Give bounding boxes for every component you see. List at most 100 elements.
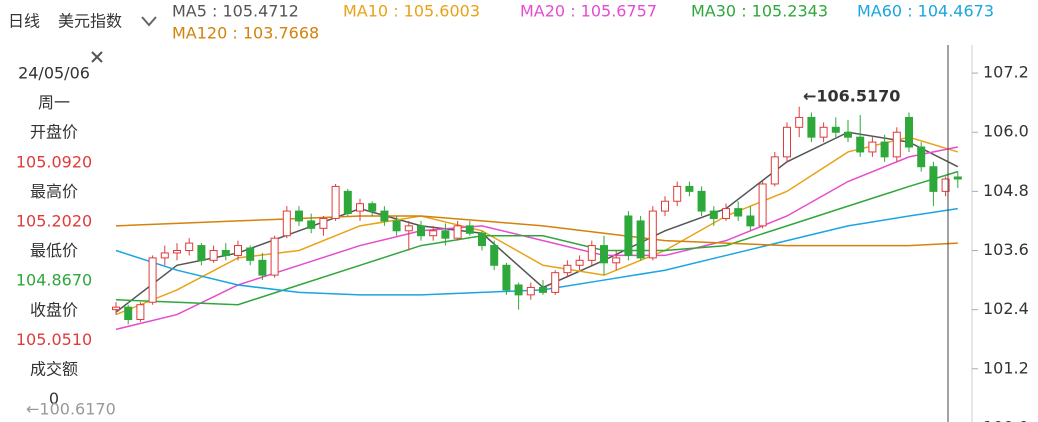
candle-body: [136, 304, 145, 320]
candle-body: [783, 126, 791, 158]
candle-body: [563, 264, 572, 274]
candle-body: [892, 131, 901, 158]
ma-label: MA60 : 104.4673: [857, 2, 994, 21]
candle-body: [221, 250, 230, 256]
candle-body: [234, 245, 242, 256]
candle-body: [441, 230, 450, 239]
candle-body: [600, 245, 608, 264]
candle-body: [112, 306, 120, 311]
candle-body: [148, 257, 157, 303]
candle-body: [819, 126, 828, 138]
candle-body: [575, 259, 584, 266]
y-tick-label: 104.8: [983, 181, 1029, 200]
candle-body: [282, 210, 291, 237]
candle-body: [917, 146, 926, 168]
candle-body: [624, 215, 633, 256]
ma-line: [115, 170, 959, 306]
plot: [112, 106, 962, 331]
candle-body: [173, 250, 181, 254]
panel-value: 105.0510: [16, 330, 92, 349]
candle-body: [392, 220, 401, 232]
info-panel: [0, 45, 110, 422]
y-tick-label: 102.4: [983, 299, 1029, 318]
candle-body: [539, 286, 547, 293]
candle-body: [709, 210, 718, 219]
candle-body: [478, 232, 486, 247]
panel-label: 成交额: [30, 360, 78, 379]
candle-body: [319, 217, 328, 229]
candle-body: [831, 126, 840, 133]
candle-body: [697, 190, 706, 212]
y-tick-label: 107.2: [983, 63, 1029, 82]
candle-body: [197, 245, 206, 261]
candle-body: [417, 225, 425, 237]
ma-line: [115, 215, 958, 247]
instrument: 美元指数: [58, 12, 122, 31]
candle-body: [673, 185, 682, 202]
candle-body: [612, 257, 621, 264]
panel-value: 104.8670: [16, 271, 92, 290]
low-annotation: ←100.6170: [26, 400, 116, 419]
candle-body: [746, 215, 755, 227]
candle-body: [307, 220, 316, 229]
candle-body: [758, 183, 767, 227]
candle-body: [356, 203, 364, 212]
panel-label: 24/05/06: [18, 64, 90, 83]
candle-body: [770, 156, 779, 185]
candle-body: [368, 203, 377, 212]
candle-body: [295, 210, 303, 222]
candle-body: [246, 247, 255, 261]
candle-body: [795, 116, 804, 128]
ma-label: MA5 : 105.4712: [172, 2, 299, 21]
candle-body: [270, 237, 279, 276]
period: 日线: [8, 12, 40, 31]
panel-value: 105.2020: [16, 212, 92, 231]
candle-body: [124, 306, 133, 320]
candle-body: [185, 242, 194, 252]
candle-body: [636, 220, 645, 259]
candle-body: [258, 259, 267, 276]
close-icon[interactable]: [91, 51, 103, 63]
panel-label: 最高价: [30, 182, 78, 201]
candle-body: [856, 136, 865, 153]
candle-body: [380, 210, 389, 222]
panel-label: 开盘价: [30, 123, 78, 142]
y-tick-label: 100.0: [983, 417, 1029, 422]
panel-value: 0: [49, 389, 59, 408]
panel-value: 105.0920: [16, 152, 92, 171]
candle-body: [880, 141, 889, 158]
y-tick-label: 106.0: [983, 122, 1029, 141]
candle-body: [905, 116, 913, 148]
candle-body: [661, 200, 669, 212]
ma-label: MA120 : 103.7668: [172, 24, 319, 43]
candle-body: [587, 245, 596, 261]
ma-line: [115, 146, 958, 331]
candle-body: [722, 208, 730, 219]
ma-line: [115, 136, 959, 316]
candle-body: [514, 284, 523, 296]
candle-body: [929, 166, 938, 192]
candle-body: [953, 176, 962, 180]
candle-body: [648, 210, 657, 259]
ma-label: MA20 : 105.6757: [520, 2, 657, 21]
candle-body: [868, 141, 877, 153]
candle-body: [404, 225, 413, 232]
candle-body: [685, 185, 694, 192]
candle-body: [526, 286, 535, 296]
candle-body: [551, 272, 560, 293]
dropdown-chevron[interactable]: [141, 16, 157, 27]
y-tick-label: 103.6: [983, 240, 1029, 259]
candle-body: [160, 252, 169, 259]
candle-body: [941, 178, 950, 192]
ma-label: MA30 : 105.2343: [691, 2, 828, 21]
panel-label: 周一: [38, 93, 70, 112]
panel-label: 最低价: [30, 241, 78, 260]
candle-body: [490, 245, 499, 266]
candle-body: [429, 230, 438, 237]
candle-body: [343, 190, 352, 215]
high-annotation: ←106.5170: [803, 87, 900, 106]
